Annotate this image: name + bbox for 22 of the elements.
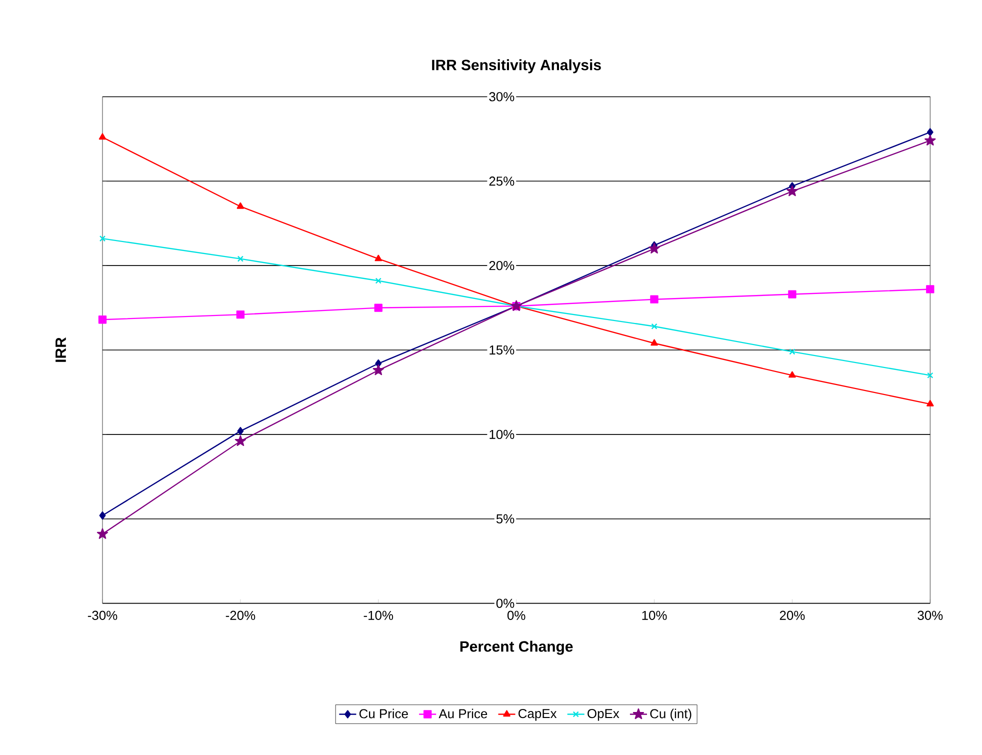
- x-tick-label: -30%: [88, 610, 118, 620]
- x-axis-title: Percent Change: [460, 640, 573, 655]
- legend-label: CapEx: [518, 709, 557, 721]
- x-tick-label: -20%: [226, 610, 256, 620]
- y-tick-label: 20%: [489, 261, 514, 270]
- y-tick-label: 10%: [490, 430, 514, 440]
- legend-label: Cu (int): [650, 708, 692, 721]
- y-tick-label: 0%: [496, 598, 514, 608]
- y-tick-label: 5%: [496, 514, 514, 524]
- y-axis-title: IRR: [56, 337, 66, 362]
- legend-label: Cu Price: [359, 708, 408, 718]
- x-tick-label: 10%: [642, 610, 667, 620]
- legend-label: Au Price: [438, 708, 488, 718]
- x-tick-label: -10%: [364, 610, 394, 620]
- x-tick-label: 30%: [918, 610, 943, 620]
- y-tick-label: 25%: [489, 176, 514, 186]
- x-tick-label: 0%: [507, 610, 526, 620]
- y-tick-label: 15%: [490, 346, 514, 355]
- x-tick-label: 20%: [780, 610, 805, 620]
- y-tick-label: 30%: [489, 92, 514, 102]
- legend-label: OpEx: [588, 709, 620, 721]
- chart-title: IRR Sensitivity Analysis: [432, 59, 601, 74]
